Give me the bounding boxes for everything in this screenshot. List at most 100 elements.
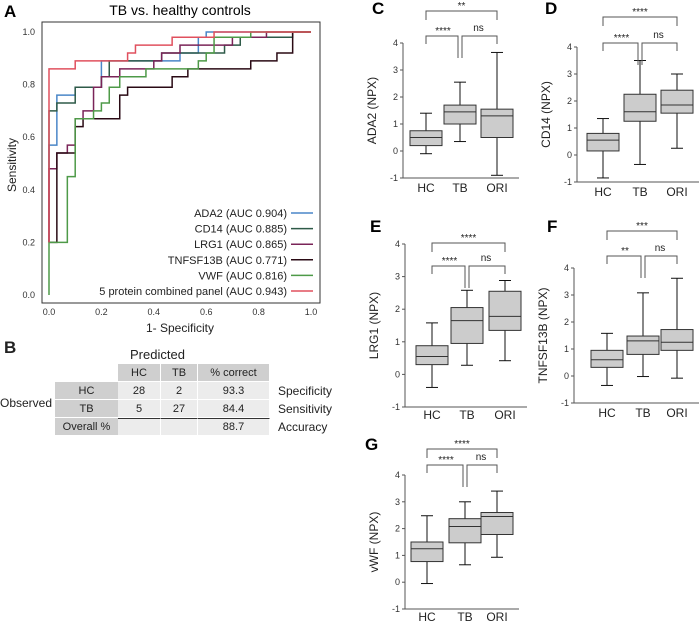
significance-hc-tb: ****	[435, 26, 451, 37]
y-tick-label: 2	[395, 304, 400, 314]
x-axis-label: 1- Specificity	[146, 321, 214, 335]
category-label: TB	[459, 408, 474, 422]
box-hc	[410, 541, 444, 563]
significance-tb-ori: ns	[655, 243, 666, 254]
bracket-tb-ori	[466, 464, 498, 487]
significance-hc-ori: ****	[454, 439, 470, 450]
bracket-hc-tb	[606, 255, 642, 278]
category-label: HC	[418, 610, 436, 624]
box-ori	[488, 290, 522, 331]
bracket-tb-ori	[461, 35, 498, 58]
box-hc	[409, 130, 443, 147]
box-ori	[480, 108, 514, 139]
y-axis-label: LRG1 (NPX)	[367, 292, 381, 359]
y-tick-label: 0.4	[22, 185, 35, 195]
panel-label: F	[547, 217, 557, 236]
category-label: HC	[598, 406, 616, 420]
bracket-hc-ori	[606, 230, 678, 240]
y-tick-label: 1	[395, 550, 400, 560]
box-panel-g: G -1 0 1 2 3 4 vWF (NPX) HC TB ORI ******** ns	[365, 435, 519, 624]
y-tick-label: -1	[561, 398, 569, 408]
legend-label: TNFSF13B (AUC 0.771)	[168, 255, 287, 267]
x-tick-label: 0.8	[252, 307, 265, 317]
row-label-tb: TB	[55, 400, 118, 417]
row-label-hc: HC	[55, 382, 118, 399]
bracket-hc-ori	[425, 10, 498, 20]
cell	[118, 418, 161, 435]
y-tick-label: 1	[393, 119, 398, 129]
y-tick-label: 3	[567, 69, 572, 79]
y-tick-label: 0.0	[22, 290, 35, 300]
category-label: TB	[457, 610, 472, 624]
x-tick-label: 0.6	[200, 307, 213, 317]
significance-hc-ori: ****	[461, 233, 477, 244]
roc-curve-2	[48, 31, 311, 243]
y-tick-label: 2	[564, 317, 569, 327]
category-label: ORI	[486, 181, 507, 195]
legend-label: ADA2 (AUC 0.904)	[194, 208, 287, 220]
note-specificity: Specificity	[278, 383, 333, 398]
y-tick-label: 0	[567, 150, 572, 160]
bracket-tb-ori	[641, 42, 678, 65]
category-label: ORI	[666, 185, 687, 199]
y-tick-label: 3	[564, 290, 569, 300]
significance-tb-ori: ns	[476, 452, 487, 463]
y-tick-label: 3	[393, 65, 398, 75]
box-hc	[415, 345, 449, 366]
y-tick-label: 4	[393, 38, 398, 48]
y-tick-label: 1.0	[22, 27, 35, 37]
header-hc: HC	[118, 364, 161, 381]
category-label: TB	[452, 181, 467, 195]
category-label: HC	[417, 181, 435, 195]
bracket-hc-ori	[602, 16, 678, 26]
box-tb	[448, 518, 482, 544]
bracket-hc-tb	[602, 42, 639, 65]
y-tick-label: 1	[564, 344, 569, 354]
box-tb	[450, 307, 484, 344]
panel-label: C	[372, 0, 384, 18]
cell	[161, 418, 198, 435]
category-label: ORI	[494, 408, 515, 422]
panel-label-b: B	[4, 338, 17, 357]
legend-label: VWF (AUC 0.816)	[198, 270, 287, 282]
y-tick-label: 2	[395, 524, 400, 534]
box-hc	[586, 132, 620, 152]
significance-hc-ori: ****	[632, 7, 648, 18]
note-accuracy: Accuracy	[278, 419, 328, 434]
y-tick-label: 4	[395, 470, 400, 480]
y-axis-label: TNFSF13B (NPX)	[536, 287, 550, 383]
header-percent-correct: % correct	[198, 364, 270, 381]
y-tick-label: 2	[567, 96, 572, 106]
box-panel-e: E -1 0 1 2 3 4 LRG1 (NPX) HC TB ORI **** **** ns	[367, 217, 527, 422]
cell: 2	[161, 382, 198, 399]
significance-hc-tb: ****	[442, 256, 458, 267]
bracket-hc-tb	[431, 265, 466, 288]
box-hc	[590, 349, 624, 368]
category-label: TB	[635, 406, 650, 420]
roc-curve-4	[48, 31, 311, 295]
y-tick-label: -1	[392, 604, 400, 614]
category-label: TB	[632, 185, 647, 199]
panel-label: G	[365, 435, 378, 454]
significance-tb-ori: ns	[653, 30, 664, 41]
panel-label: D	[545, 0, 557, 18]
box-ori	[660, 89, 694, 114]
legend-label: CD14 (AUC 0.885)	[195, 224, 287, 236]
bracket-hc-ori	[431, 242, 506, 252]
y-tick-label: -1	[564, 177, 572, 187]
cell: 5	[118, 400, 161, 417]
x-tick-label: 0.4	[148, 307, 161, 317]
x-tick-label: 0.0	[43, 307, 56, 317]
y-tick-label: 0	[393, 146, 398, 156]
significance-tb-ori: ns	[481, 253, 492, 264]
y-axis-label: CD14 (NPX)	[539, 81, 553, 148]
bracket-hc-tb	[426, 464, 464, 487]
y-tick-label: 2	[393, 92, 398, 102]
x-tick-label: 0.2	[95, 307, 108, 317]
y-tick-label: -1	[390, 173, 398, 183]
bracket-hc-ori	[426, 448, 498, 458]
plot-frame	[41, 21, 321, 304]
